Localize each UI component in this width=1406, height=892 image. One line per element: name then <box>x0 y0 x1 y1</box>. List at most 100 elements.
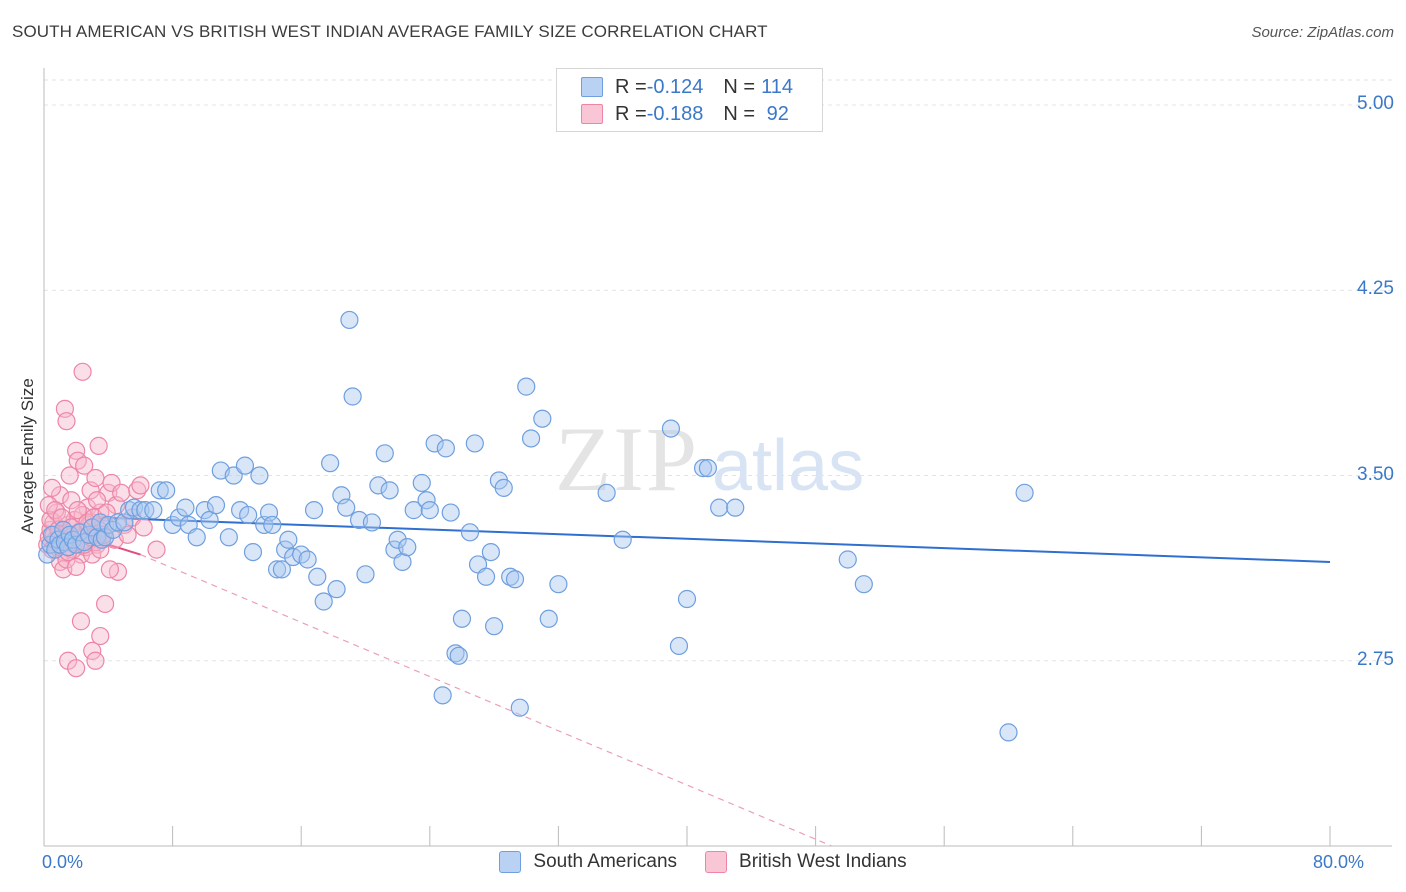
data-point-british-west-indians <box>112 483 131 502</box>
y-tick-label: 4.25 <box>1357 278 1394 300</box>
grid-lines <box>44 79 1392 662</box>
data-point-british-west-indians <box>67 659 86 678</box>
data-point-south-americans <box>298 550 317 569</box>
data-point-south-americans <box>308 567 327 586</box>
data-point-south-americans <box>235 456 255 475</box>
data-point-south-americans <box>412 473 431 493</box>
data-point-south-americans <box>661 419 681 438</box>
x-tick-right: 80.0% <box>1312 852 1364 872</box>
data-point-south-americans <box>404 501 423 520</box>
legend: R = -0.124 N = 114 R = -0.188 N = 92 <box>556 68 823 132</box>
data-point-south-americans <box>420 501 439 520</box>
data-point-south-americans <box>380 481 399 500</box>
data-point-south-americans <box>539 609 558 628</box>
data-point-south-americans <box>272 560 292 579</box>
data-point-south-americans <box>195 501 214 520</box>
data-point-south-americans <box>549 575 568 594</box>
data-point-south-americans <box>239 505 258 525</box>
data-point-south-americans <box>436 439 455 458</box>
data-point-south-americans <box>337 498 356 517</box>
data-point-south-americans <box>698 459 717 478</box>
data-point-british-west-indians <box>95 594 115 614</box>
data-point-south-americans <box>999 723 1018 742</box>
legend-n-label: N = <box>723 102 756 125</box>
data-point-south-americans <box>314 592 333 611</box>
data-point-british-west-indians <box>102 473 121 493</box>
watermark-atlas: atlas <box>712 426 864 506</box>
data-point-british-west-indians <box>57 412 76 431</box>
data-point-british-west-indians <box>83 641 102 660</box>
legend-row-south-americans: R = -0.124 N = 114 <box>581 74 793 100</box>
data-point-south-americans <box>279 530 298 549</box>
data-point-british-west-indians <box>68 501 87 520</box>
bottom-legend-south-americans: South Americans <box>499 851 677 873</box>
data-point-british-west-indians <box>91 626 110 646</box>
data-point-british-west-indians <box>86 468 105 488</box>
data-point-south-americans <box>250 466 269 485</box>
data-point-south-americans <box>417 491 436 510</box>
data-point-south-americans <box>176 498 195 517</box>
data-point-south-americans <box>304 501 324 520</box>
data-point-south-americans <box>144 501 163 520</box>
source-credit: Source: ZipAtlas.com <box>1251 24 1394 41</box>
data-point-south-americans <box>441 503 460 522</box>
data-point-british-west-indians <box>87 491 107 510</box>
legend-swatch-blue <box>581 77 603 97</box>
data-point-south-americans <box>449 646 468 665</box>
legend-r-label: R = <box>615 75 647 98</box>
bottom-legend: South Americans British West Indians <box>0 851 1406 873</box>
y-axis-label: Average Family Size <box>18 378 37 534</box>
data-point-british-west-indians <box>62 491 81 510</box>
legend-r-value: -0.188 <box>646 102 704 125</box>
data-point-south-americans <box>362 513 382 532</box>
data-point-south-americans <box>693 459 713 478</box>
data-point-south-americans <box>206 496 226 515</box>
data-point-south-americans <box>187 528 206 547</box>
data-point-british-west-indians <box>89 436 108 455</box>
data-point-south-americans <box>494 478 513 497</box>
data-point-south-americans <box>321 454 340 473</box>
data-point-south-americans <box>505 570 525 589</box>
data-point-south-americans <box>446 644 465 663</box>
watermark: ZIP atlas <box>555 408 864 510</box>
data-point-south-americans <box>726 498 745 517</box>
data-point-south-americans <box>452 609 472 628</box>
chart-title: SOUTH AMERICAN VS BRITISH WEST INDIAN AV… <box>12 22 768 41</box>
data-point-british-west-indians <box>73 362 92 381</box>
data-point-south-americans <box>433 686 452 705</box>
data-point-south-americans <box>838 550 857 569</box>
y-tick-label: 3.50 <box>1357 463 1394 485</box>
data-point-south-americans <box>263 515 282 535</box>
data-point-south-americans <box>267 560 287 579</box>
legend-r-value: -0.124 <box>646 75 704 98</box>
data-point-south-americans <box>854 575 873 594</box>
data-point-south-americans <box>169 508 189 527</box>
data-point-south-americans <box>710 498 729 517</box>
data-point-south-americans <box>465 434 484 453</box>
data-point-south-americans <box>343 387 362 406</box>
data-point-south-americans <box>340 310 359 330</box>
legend-swatch-pink <box>581 104 603 124</box>
trend-line-british-west-indians-extrapolated <box>140 554 832 847</box>
bottom-legend-swatch-pink <box>705 851 728 873</box>
data-point-south-americans <box>219 528 238 547</box>
data-point-south-americans <box>677 589 697 609</box>
data-point-south-americans <box>157 481 176 500</box>
trend-line-south-americans <box>95 516 1331 563</box>
axes <box>43 68 1392 847</box>
legend-n-label: N = <box>723 75 756 98</box>
data-point-south-americans <box>375 444 394 463</box>
data-point-south-americans <box>163 515 182 535</box>
data-point-south-americans <box>369 476 388 495</box>
data-point-south-americans <box>131 501 150 520</box>
data-point-south-americans <box>485 617 504 636</box>
data-point-british-west-indians <box>42 478 62 497</box>
data-point-south-americans <box>243 542 263 562</box>
bottom-legend-swatch-blue <box>499 851 522 873</box>
data-point-british-west-indians <box>100 560 120 579</box>
y-tick-label: 5.00 <box>1357 93 1394 115</box>
data-point-british-west-indians <box>75 456 94 475</box>
data-point-british-west-indians <box>147 540 166 559</box>
data-point-south-americans <box>388 530 407 549</box>
